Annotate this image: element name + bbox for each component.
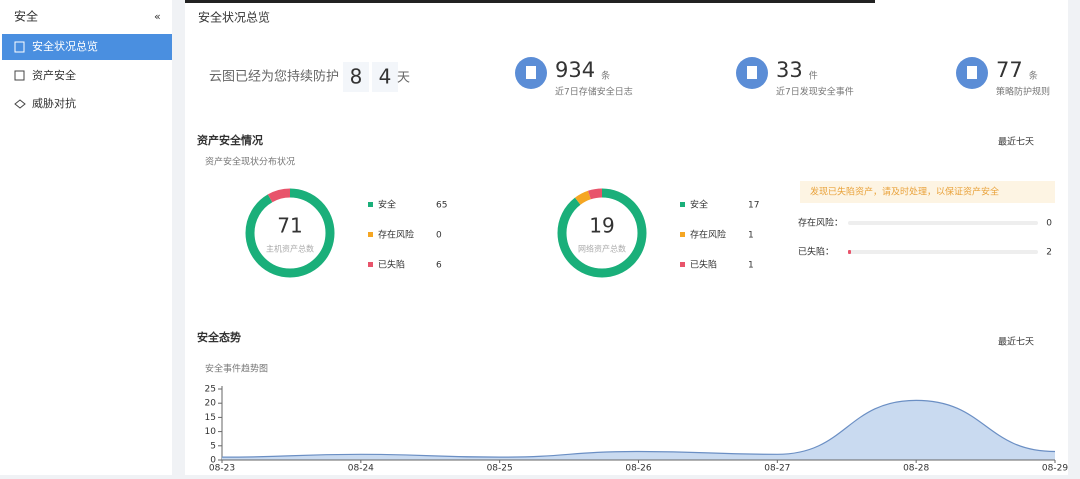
y-tick-label: 25	[205, 385, 216, 395]
stat-unit: 条	[601, 70, 610, 82]
menu-icon	[14, 70, 25, 81]
stat-icon-glyph	[526, 66, 536, 79]
legend-value: 1	[748, 261, 754, 271]
protection-text: 云图已经为您持续防护	[209, 69, 339, 85]
stat-unit: 条	[1029, 70, 1038, 82]
legend-label: 已失陷	[690, 259, 717, 271]
stat-value: 934	[555, 58, 595, 82]
section-title: 安全态势	[197, 330, 241, 344]
legend-swatch	[368, 202, 373, 207]
digit-box	[343, 62, 369, 92]
page-title: 安全状况总览	[198, 10, 270, 25]
notice: 发现已失陷资产，请及时处理，以保证资产安全	[810, 186, 999, 198]
stat-label: 近7日存储安全日志	[555, 86, 633, 98]
sidebar-title: 安全	[14, 9, 38, 24]
stat-icon-glyph	[967, 66, 977, 79]
x-tick-label: 08-23	[209, 464, 235, 474]
stat-unit: 件	[809, 70, 818, 82]
section-subtitle: 资产安全现状分布状况	[205, 156, 295, 168]
y-tick-label: 15	[205, 413, 216, 423]
stat-value: 77	[996, 58, 1023, 82]
y-tick-label: 5	[210, 441, 216, 451]
x-tick-label: 08-29	[1042, 464, 1068, 474]
range-dropdown[interactable]: 最近七天	[998, 136, 1034, 148]
digit: 8	[350, 65, 363, 89]
legend-swatch	[680, 232, 685, 237]
x-tick-label: 08-26	[625, 464, 651, 474]
legend-value: 6	[436, 261, 442, 271]
y-tick-label: 20	[205, 399, 217, 409]
bar-track	[848, 250, 1038, 254]
section-title: 资产安全情况	[197, 133, 263, 147]
donut-total: 71	[277, 214, 302, 238]
menu-item[interactable]: 资产安全	[32, 68, 76, 82]
range-dropdown[interactable]: 最近七天	[998, 336, 1034, 348]
stat-label: 策略防护规则	[996, 86, 1050, 98]
digit: 4	[379, 65, 392, 89]
x-tick-label: 08-25	[487, 464, 513, 474]
stat-label: 近7日发现安全事件	[776, 86, 854, 98]
stat-value: 33	[776, 58, 803, 82]
collapse-button[interactable]: «	[154, 10, 161, 23]
donut-segment	[245, 188, 335, 278]
y-tick-label: 0	[210, 456, 216, 466]
legend-value: 17	[748, 201, 759, 211]
bar-value: 0	[1046, 219, 1052, 229]
chart-subtitle: 安全事件趋势图	[205, 363, 268, 375]
legend-label: 存在风险	[690, 229, 726, 241]
legend-label: 安全	[690, 199, 708, 211]
x-tick-label: 08-28	[903, 464, 929, 474]
bar-track	[848, 221, 1038, 225]
x-tick-label: 08-27	[764, 464, 790, 474]
top-bar	[185, 0, 875, 3]
legend-swatch	[368, 262, 373, 267]
bar-value: 2	[1046, 248, 1052, 258]
notice-bg	[800, 181, 1055, 203]
legend-label: 存在风险	[378, 229, 414, 241]
y-tick-label: 10	[205, 427, 217, 437]
legend-value: 0	[436, 231, 442, 241]
bar	[848, 250, 851, 254]
legend-label: 已失陷	[378, 259, 405, 271]
menu-icon	[14, 99, 26, 109]
digit-unit: 天	[397, 71, 410, 86]
donut-total: 19	[589, 214, 614, 238]
menu-icon	[14, 41, 25, 53]
legend-value: 1	[748, 231, 754, 241]
x-tick-label: 08-24	[348, 464, 374, 474]
area-line	[221, 399, 1056, 458]
legend-swatch	[368, 232, 373, 237]
bar-label: 存在风险：	[798, 217, 843, 229]
menu-item[interactable]: 安全状况总览	[32, 39, 98, 53]
legend-swatch	[680, 202, 685, 207]
donut-caption: 网络资产总数	[578, 244, 626, 254]
legend-label: 安全	[378, 199, 396, 211]
digit-box	[372, 62, 398, 92]
menu-item[interactable]: 威胁对抗	[32, 96, 76, 110]
active-menu-bg	[2, 34, 172, 60]
legend-swatch	[680, 262, 685, 267]
stat-icon-glyph	[747, 66, 757, 79]
donut-segment	[557, 188, 647, 278]
area-fill	[222, 400, 1055, 460]
legend-value: 65	[436, 201, 447, 211]
donut-caption: 主机资产总数	[266, 244, 314, 254]
sidebar	[0, 0, 172, 475]
bar-label: 已失陷：	[798, 246, 834, 258]
